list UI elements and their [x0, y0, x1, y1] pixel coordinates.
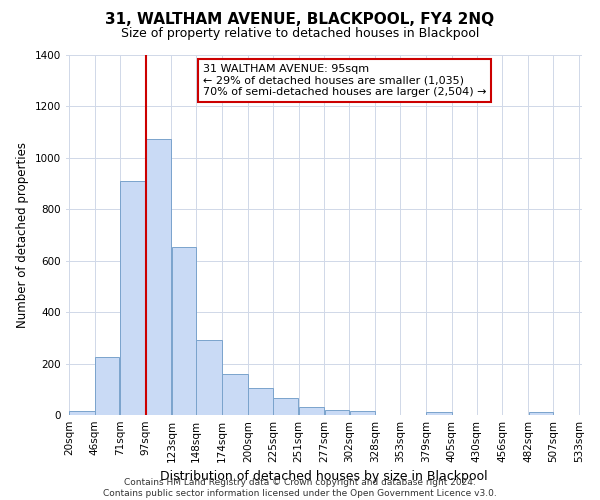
Bar [248, 388, 272, 415]
X-axis label: Distribution of detached houses by size in Blackpool: Distribution of detached houses by size … [160, 470, 488, 484]
Bar [273, 398, 298, 415]
Bar [350, 411, 375, 415]
Text: 31, WALTHAM AVENUE, BLACKPOOL, FY4 2NQ: 31, WALTHAM AVENUE, BLACKPOOL, FY4 2NQ [106, 12, 494, 28]
Bar [196, 340, 222, 415]
Y-axis label: Number of detached properties: Number of detached properties [16, 142, 29, 328]
Bar [529, 412, 553, 415]
Bar [223, 374, 248, 415]
Bar [299, 408, 324, 415]
Bar [69, 411, 95, 415]
Bar [146, 138, 171, 415]
Bar [172, 246, 196, 415]
Bar [325, 410, 349, 415]
Text: Contains HM Land Registry data © Crown copyright and database right 2024.
Contai: Contains HM Land Registry data © Crown c… [103, 478, 497, 498]
Text: Size of property relative to detached houses in Blackpool: Size of property relative to detached ho… [121, 28, 479, 40]
Bar [426, 412, 452, 415]
Text: 31 WALTHAM AVENUE: 95sqm
← 29% of detached houses are smaller (1,035)
70% of sem: 31 WALTHAM AVENUE: 95sqm ← 29% of detach… [203, 64, 486, 97]
Bar [120, 181, 145, 415]
Bar [95, 357, 119, 415]
